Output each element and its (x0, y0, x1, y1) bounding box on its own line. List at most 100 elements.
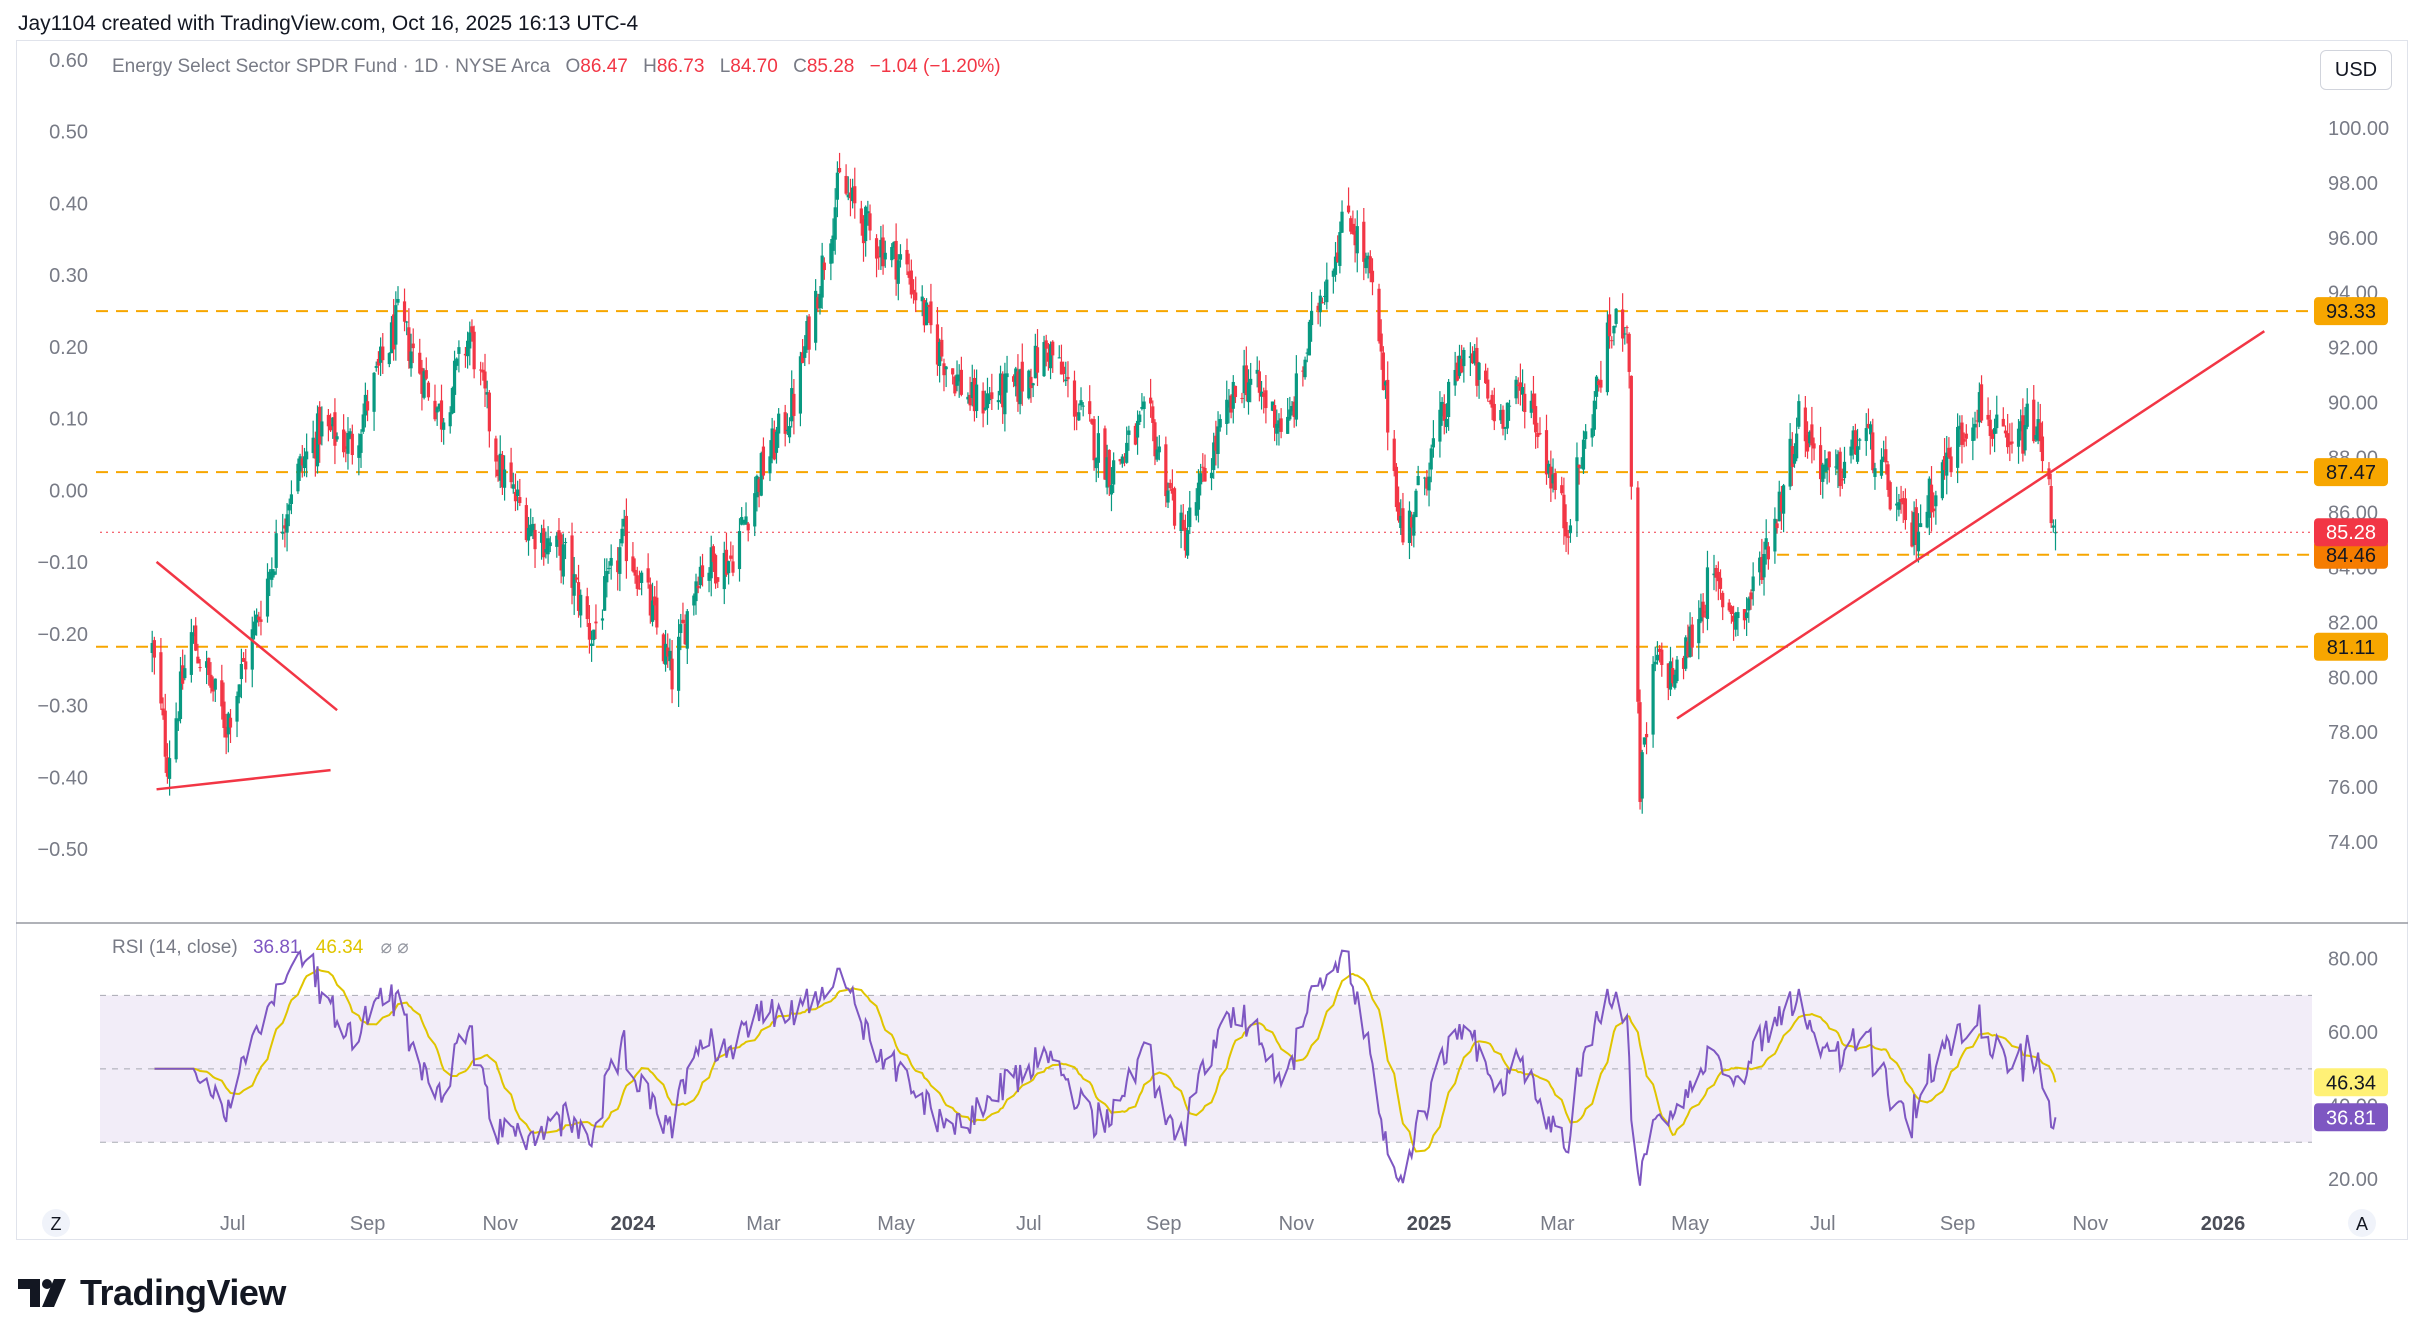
candle-body (238, 684, 241, 697)
candle-body (320, 421, 323, 436)
percent-tick-label: 0.30 (49, 265, 88, 287)
candle-body (1280, 418, 1283, 432)
candle-body (866, 211, 869, 213)
candle-body (716, 577, 719, 582)
tradingview-logo-icon (18, 1279, 68, 1307)
trendline-lower-wedge[interactable] (157, 770, 331, 789)
date-tick-label: 2024 (611, 1213, 656, 1235)
candle-body (1125, 443, 1128, 463)
candle-body (2050, 486, 2053, 523)
candle-body (1395, 467, 1398, 507)
candle-body (1812, 443, 1815, 448)
candle-body (1651, 664, 1654, 735)
date-tick-label: 2026 (2201, 1213, 2246, 1235)
candle-body (1904, 498, 1907, 520)
candle-body (1584, 431, 1587, 439)
candle-body (1138, 415, 1141, 422)
candle-body (285, 514, 288, 532)
candle-body (2006, 433, 2009, 447)
candle-body (799, 356, 802, 413)
candle-body (1986, 415, 1989, 420)
price-tick-label: 82.00 (2328, 612, 2378, 634)
candle-body (1599, 380, 1602, 388)
candle-body (1029, 377, 1032, 388)
date-tick-label: Sep (1940, 1213, 1976, 1235)
candle-body (1654, 662, 1657, 665)
tradingview-logo[interactable]: TradingView (18, 1272, 286, 1314)
candle-body (1963, 439, 1966, 442)
candle-body (655, 598, 658, 628)
level-87.47-tag-label: 87.47 (2326, 462, 2376, 484)
candle-body (1615, 309, 1618, 324)
candle-body (449, 412, 452, 426)
rsi-tick-label: 60.00 (2328, 1022, 2378, 1044)
date-tick-label: Mar (746, 1213, 781, 1235)
candle-body (594, 622, 597, 624)
candle-body (2010, 442, 2013, 444)
candle-body (579, 595, 582, 616)
candle-body (168, 758, 171, 779)
candle-body (1628, 334, 1631, 372)
candle-body (1730, 606, 1733, 614)
candle-body (1364, 258, 1367, 268)
candle-body (190, 632, 193, 675)
candle-body (1660, 650, 1663, 665)
percent-tick-label: −0.30 (37, 696, 88, 718)
candle-body (1569, 525, 1572, 533)
candle-body (1149, 398, 1152, 404)
candle-body (677, 637, 680, 691)
candle-body (1971, 427, 1974, 440)
candle-body (388, 353, 391, 364)
trendline-rising-support[interactable] (1677, 331, 2264, 718)
candle-body (1630, 376, 1633, 487)
candle-body (762, 447, 765, 476)
candle-body (590, 644, 593, 646)
percent-tick-label: 0.50 (49, 122, 88, 144)
candle-body (1745, 612, 1748, 618)
trendline-upper-wedge[interactable] (157, 562, 338, 710)
candle-body (1021, 362, 1024, 392)
percent-tick-label: −0.40 (37, 767, 88, 789)
candle-body (281, 532, 284, 534)
candle-body (1258, 371, 1261, 392)
candle-body (455, 359, 458, 366)
candle-body (679, 624, 682, 633)
candle-body (175, 718, 178, 759)
candle-body (1636, 487, 1639, 701)
candle-body (1032, 383, 1035, 385)
candle-body (951, 368, 954, 374)
candle-body (731, 561, 734, 572)
percent-tick-label: −0.50 (37, 839, 88, 861)
candle-body (1303, 360, 1306, 377)
candle-body (727, 561, 730, 573)
percent-tick-label: 0.40 (49, 193, 88, 215)
candle-body (1186, 530, 1189, 555)
candle-body (207, 658, 210, 675)
candle-body (1286, 417, 1289, 434)
candle-body (1308, 322, 1311, 356)
rsi-ma-tag-label: 46.34 (2326, 1072, 2376, 1094)
candle-body (1110, 485, 1113, 494)
price-tick-label: 96.00 (2328, 228, 2378, 250)
candle-body (875, 238, 878, 258)
candle-body (607, 568, 610, 569)
date-tick-label: Nov (1279, 1213, 1315, 1235)
price-tick-label: 76.00 (2328, 777, 2378, 799)
candle-body (1641, 752, 1644, 798)
candle-body (1564, 522, 1567, 536)
candle-body (1610, 340, 1613, 341)
candle-body (982, 391, 985, 414)
candle-body (1919, 523, 1922, 527)
candle-body (2017, 429, 2020, 447)
candle-body (222, 702, 225, 728)
visibility-icons[interactable]: ⌀ ⌀ (381, 937, 409, 958)
currency-button[interactable]: USD (2320, 50, 2392, 90)
candle-body (1623, 333, 1626, 334)
candle-body (362, 414, 365, 431)
candle-body (1767, 546, 1770, 559)
candle-body (788, 426, 791, 437)
candle-body (1338, 232, 1341, 266)
candle-body (586, 596, 589, 619)
price-tick-label: 90.00 (2328, 393, 2378, 415)
